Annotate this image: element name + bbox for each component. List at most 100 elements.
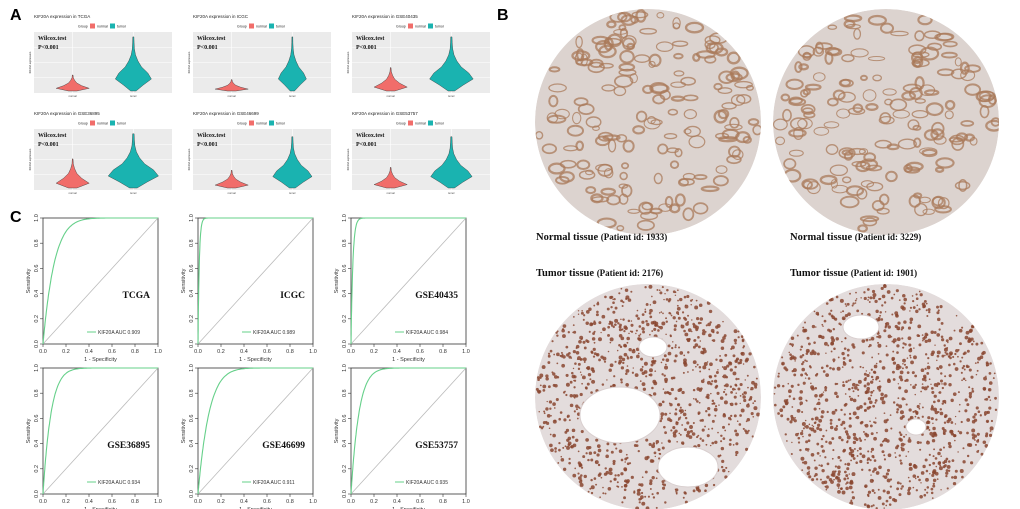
nucleus xyxy=(652,496,656,499)
legend-label-tumor: tumor xyxy=(276,25,286,29)
nucleus xyxy=(842,381,845,384)
tubule xyxy=(788,96,803,105)
nucleus xyxy=(641,501,646,506)
y-tick-label: 0.2 xyxy=(189,465,195,473)
nucleus xyxy=(872,404,876,408)
tubule xyxy=(829,164,849,177)
nucleus xyxy=(610,324,614,327)
nucleus xyxy=(875,471,880,475)
nucleus xyxy=(648,442,652,446)
nucleus xyxy=(899,370,904,375)
nucleus xyxy=(840,438,844,442)
nucleus xyxy=(945,469,949,472)
nucleus xyxy=(825,373,830,378)
tubule xyxy=(892,109,910,119)
nucleus xyxy=(818,464,821,467)
nucleus xyxy=(896,408,900,411)
nucleus xyxy=(946,487,949,490)
nucleus xyxy=(878,360,882,363)
nucleus xyxy=(844,430,849,434)
tubule xyxy=(944,110,954,120)
nucleus xyxy=(973,418,978,422)
nucleus xyxy=(824,385,827,388)
nucleus xyxy=(686,294,690,299)
nucleus xyxy=(674,412,678,416)
tubule xyxy=(648,60,656,68)
patient-id: (Patient id: 2176) xyxy=(597,268,664,278)
nucleus xyxy=(777,412,780,415)
nucleus xyxy=(690,429,693,433)
nucleus xyxy=(971,325,974,328)
nucleus xyxy=(715,325,719,329)
nucleus xyxy=(963,368,966,371)
nucleus xyxy=(666,390,669,394)
nucleus xyxy=(972,415,976,419)
nucleus xyxy=(844,314,849,318)
nucleus xyxy=(903,297,908,302)
nucleus xyxy=(859,421,863,425)
tubule xyxy=(901,91,917,101)
nucleus xyxy=(840,423,843,426)
nucleus xyxy=(729,402,732,405)
nucleus xyxy=(834,470,837,473)
nucleus xyxy=(902,294,906,298)
nucleus xyxy=(794,360,796,362)
nucleus xyxy=(918,290,921,293)
nucleus xyxy=(570,357,573,359)
nucleus xyxy=(882,475,885,478)
nucleus xyxy=(922,339,924,342)
nucleus xyxy=(872,292,877,297)
nucleus xyxy=(906,371,910,374)
nucleus xyxy=(988,389,990,391)
nucleus xyxy=(632,348,636,352)
nucleus xyxy=(974,412,977,416)
nucleus xyxy=(545,421,550,425)
nucleus xyxy=(918,478,921,482)
nucleus xyxy=(881,502,885,506)
nucleus xyxy=(971,390,975,393)
tubule xyxy=(666,147,679,154)
nucleus xyxy=(964,335,969,340)
nucleus xyxy=(883,437,888,442)
nucleus xyxy=(596,310,599,314)
y-tick-label: 0.2 xyxy=(34,315,40,323)
nucleus xyxy=(700,350,704,355)
nucleus xyxy=(638,334,641,337)
nucleus xyxy=(673,324,677,328)
nucleus xyxy=(614,323,617,326)
nucleus xyxy=(813,341,816,344)
nucleus xyxy=(814,466,818,470)
nucleus xyxy=(542,420,547,425)
nucleus xyxy=(931,438,936,443)
nucleus xyxy=(621,501,624,504)
nucleus xyxy=(976,450,979,453)
nucleus xyxy=(843,477,847,481)
nucleus xyxy=(896,481,900,485)
nucleus xyxy=(698,303,703,308)
nucleus xyxy=(595,313,599,317)
nucleus xyxy=(573,386,576,389)
tubule xyxy=(548,66,561,73)
nucleus xyxy=(664,363,667,366)
nucleus xyxy=(680,324,683,326)
y-tick-label: 0.0 xyxy=(34,340,40,348)
tubule xyxy=(682,207,695,222)
nucleus xyxy=(697,336,700,339)
nucleus xyxy=(905,366,908,369)
nucleus xyxy=(882,396,885,399)
nucleus xyxy=(826,410,829,414)
nucleus xyxy=(804,425,806,428)
nucleus xyxy=(914,415,917,418)
nucleus xyxy=(851,472,856,477)
nucleus xyxy=(971,436,976,440)
tubule xyxy=(853,28,862,40)
nucleus xyxy=(907,491,911,496)
nucleus xyxy=(900,442,905,447)
nucleus xyxy=(866,461,869,464)
nucleus xyxy=(895,289,899,293)
nucleus xyxy=(656,288,659,291)
nucleus xyxy=(851,496,856,500)
nucleus xyxy=(642,387,647,391)
nucleus xyxy=(936,367,939,370)
